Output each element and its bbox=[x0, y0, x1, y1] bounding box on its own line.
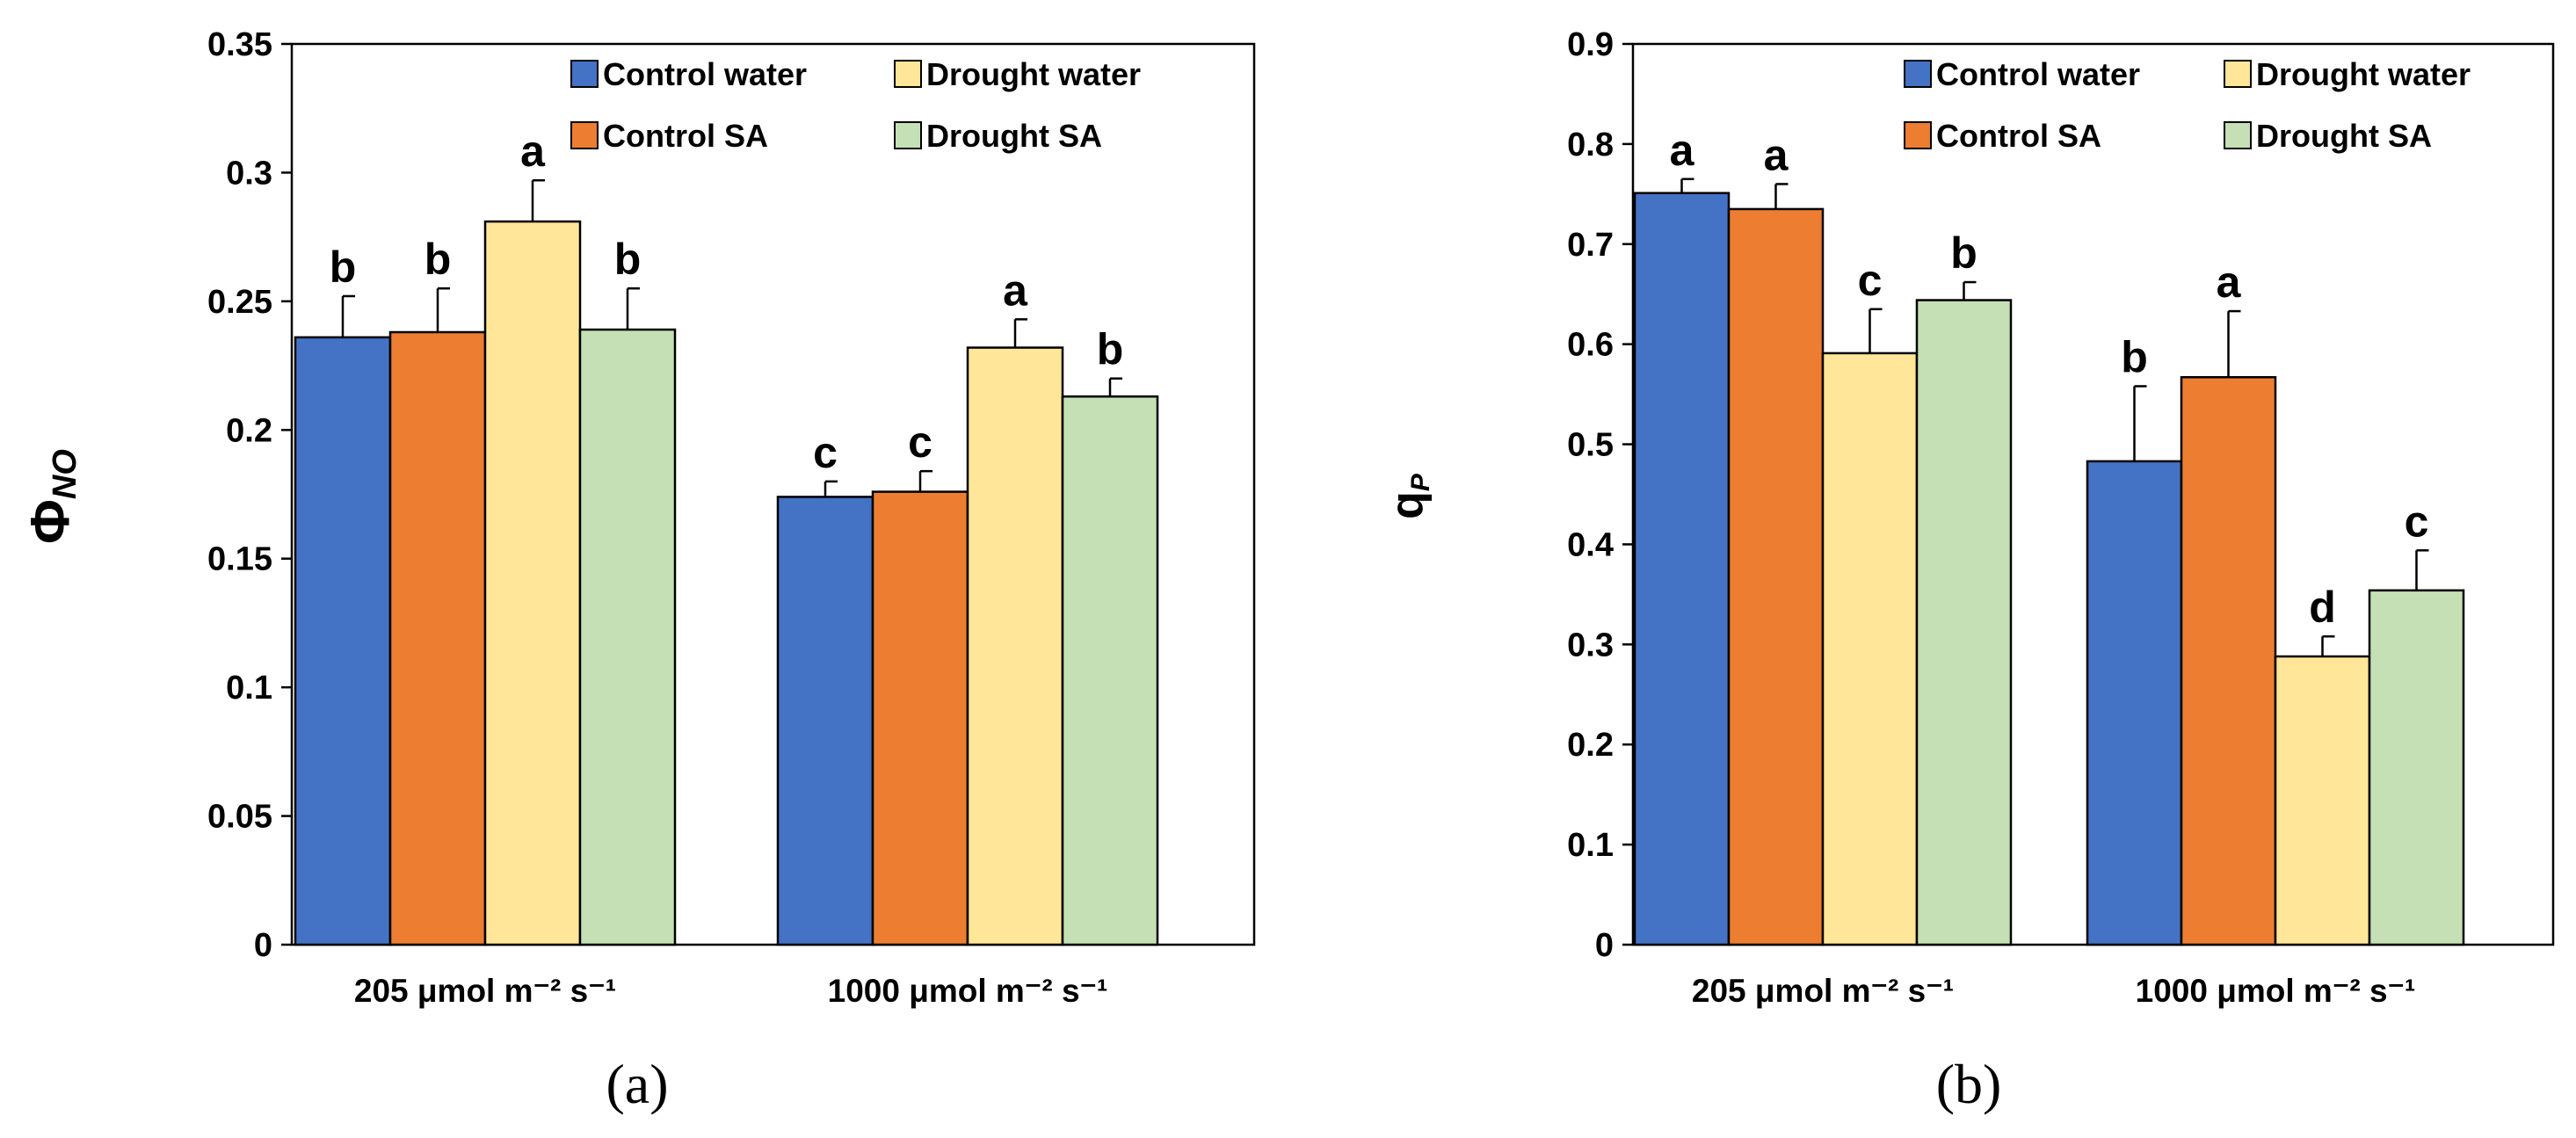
significance-letter: a bbox=[1003, 265, 1028, 315]
significance-letter: a bbox=[1670, 126, 1695, 175]
significance-letter: b bbox=[2121, 333, 2148, 382]
bar bbox=[871, 490, 969, 946]
legend-swatch bbox=[894, 60, 922, 88]
y-tick-label: 0.8 bbox=[1567, 127, 1614, 163]
bar bbox=[388, 330, 487, 946]
panel-label: (b) bbox=[1936, 1053, 2002, 1115]
bar bbox=[2368, 589, 2465, 946]
significance-letter: b bbox=[1097, 325, 1124, 374]
bar bbox=[578, 328, 677, 946]
legend-swatch bbox=[570, 121, 599, 149]
bar bbox=[776, 496, 874, 946]
legend-swatch bbox=[2224, 121, 2252, 149]
chart-panel-a: 0 0.05 0.1 0.15 0.2 0.25 0.3 0.35 ΦNO b c b c a a b b 205… bbox=[20, 26, 1256, 1115]
y-tick-label: 0 bbox=[1595, 927, 1614, 964]
plot-frame bbox=[290, 42, 1256, 946]
y-tick-label: 0.6 bbox=[1567, 327, 1614, 364]
significance-letter: b bbox=[1950, 228, 1977, 278]
significance-letter: a bbox=[520, 127, 546, 176]
significance-letter: c bbox=[2405, 497, 2429, 546]
legend-label: Drought SA bbox=[926, 118, 1102, 154]
legend-label: Drought water bbox=[2256, 56, 2471, 92]
y-tick-label: 0.7 bbox=[1567, 227, 1614, 264]
significance-letter: b bbox=[614, 235, 642, 284]
chart-panel-b: 0 0.1 0.2 0.3 0.4 0.5 0.6 0.7 0.8 0.9 qP a b a a c d b c 20… bbox=[1382, 26, 2555, 1115]
y-tick-label: 0.15 bbox=[207, 541, 272, 578]
x-category-label: 205 μmol m⁻² s⁻¹ bbox=[1692, 973, 1954, 1009]
significance-letter: c bbox=[908, 417, 932, 467]
y-tick-label: 0.4 bbox=[1567, 526, 1614, 563]
significance-letter: c bbox=[813, 428, 838, 477]
legend-label: Drought SA bbox=[2256, 118, 2432, 154]
significance-letter: b bbox=[330, 243, 357, 292]
significance-letter: b bbox=[424, 235, 452, 284]
bar bbox=[294, 336, 392, 946]
y-tick-label: 0.35 bbox=[207, 26, 272, 63]
bar bbox=[2086, 460, 2183, 946]
x-category-label: 205 μmol m⁻² s⁻¹ bbox=[354, 973, 616, 1009]
bar bbox=[483, 220, 582, 946]
y-tick-label: 0.3 bbox=[226, 155, 272, 192]
legend-swatch bbox=[570, 60, 599, 88]
y-axis-title: qP bbox=[1382, 473, 1435, 519]
significance-letter: c bbox=[1858, 256, 1883, 305]
y-tick-label: 0.05 bbox=[207, 799, 272, 836]
y-tick-label: 0.3 bbox=[1567, 627, 1614, 663]
significance-letter: a bbox=[1764, 130, 1789, 179]
bar bbox=[1633, 192, 1731, 946]
y-tick-label: 0.5 bbox=[1567, 427, 1614, 464]
x-category-label: 1000 μmol m⁻² s⁻¹ bbox=[828, 973, 1108, 1009]
bar bbox=[1727, 207, 1825, 946]
legend-label: Drought water bbox=[926, 56, 1141, 92]
legend-swatch bbox=[2224, 60, 2252, 88]
y-tick-label: 0.1 bbox=[1567, 827, 1614, 864]
significance-letter: a bbox=[2217, 257, 2242, 307]
bar bbox=[966, 346, 1064, 946]
legend-swatch bbox=[1904, 60, 1932, 88]
y-tick-label: 0.1 bbox=[226, 670, 272, 707]
legend-swatch bbox=[894, 121, 922, 149]
bar bbox=[2274, 655, 2371, 946]
legend-label: Control water bbox=[1936, 56, 2140, 92]
bar bbox=[1915, 299, 2013, 946]
y-tick-label: 0.9 bbox=[1567, 26, 1614, 63]
bar bbox=[1061, 395, 1159, 946]
panel-label: (a) bbox=[606, 1053, 668, 1115]
y-tick-label: 0 bbox=[254, 927, 272, 964]
x-category-label: 1000 μmol m⁻² s⁻¹ bbox=[2136, 973, 2416, 1009]
bar bbox=[2180, 376, 2277, 946]
legend-swatch bbox=[1904, 121, 1932, 149]
y-axis-title: ΦNO bbox=[20, 449, 83, 544]
y-tick-label: 0.2 bbox=[226, 412, 272, 449]
legend-label: Control SA bbox=[603, 118, 768, 154]
significance-letter: d bbox=[2309, 583, 2336, 632]
legend-label: Control water bbox=[603, 56, 807, 92]
legend-label: Control SA bbox=[1936, 118, 2101, 154]
y-tick-label: 0.2 bbox=[1567, 727, 1614, 764]
y-tick-label: 0.25 bbox=[207, 284, 272, 321]
bar bbox=[1821, 352, 1919, 946]
